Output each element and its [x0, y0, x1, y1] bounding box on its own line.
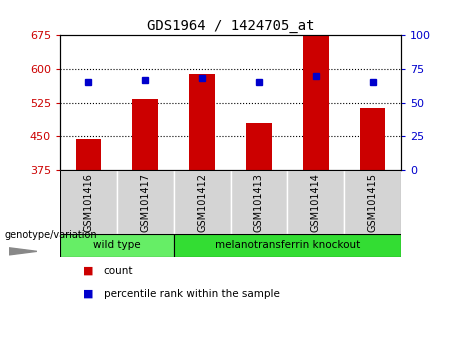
- Bar: [230, 170, 287, 234]
- Text: melanotransferrin knockout: melanotransferrin knockout: [215, 240, 360, 250]
- Text: GSM101417: GSM101417: [140, 173, 150, 232]
- Text: ■: ■: [83, 266, 94, 276]
- Text: GSM101412: GSM101412: [197, 173, 207, 232]
- Text: GSM101413: GSM101413: [254, 173, 264, 232]
- Text: GSM101416: GSM101416: [83, 173, 94, 232]
- Text: percentile rank within the sample: percentile rank within the sample: [104, 289, 280, 299]
- Bar: [117, 170, 174, 234]
- Bar: [132, 99, 158, 170]
- Text: ■: ■: [83, 289, 94, 299]
- Text: wild type: wild type: [93, 240, 141, 250]
- Bar: [174, 170, 230, 234]
- Title: GDS1964 / 1424705_at: GDS1964 / 1424705_at: [147, 19, 314, 33]
- Bar: [60, 170, 117, 234]
- Bar: [360, 108, 385, 170]
- Text: GSM101415: GSM101415: [367, 173, 378, 232]
- Bar: [60, 234, 174, 257]
- Bar: [287, 170, 344, 234]
- Text: count: count: [104, 266, 133, 276]
- Bar: [303, 35, 329, 170]
- Bar: [344, 170, 401, 234]
- Bar: [174, 234, 401, 257]
- Text: genotype/variation: genotype/variation: [5, 229, 97, 240]
- Bar: [76, 139, 101, 170]
- Text: GSM101414: GSM101414: [311, 173, 321, 232]
- Bar: [246, 123, 272, 170]
- Polygon shape: [9, 248, 37, 255]
- Bar: [189, 74, 215, 170]
